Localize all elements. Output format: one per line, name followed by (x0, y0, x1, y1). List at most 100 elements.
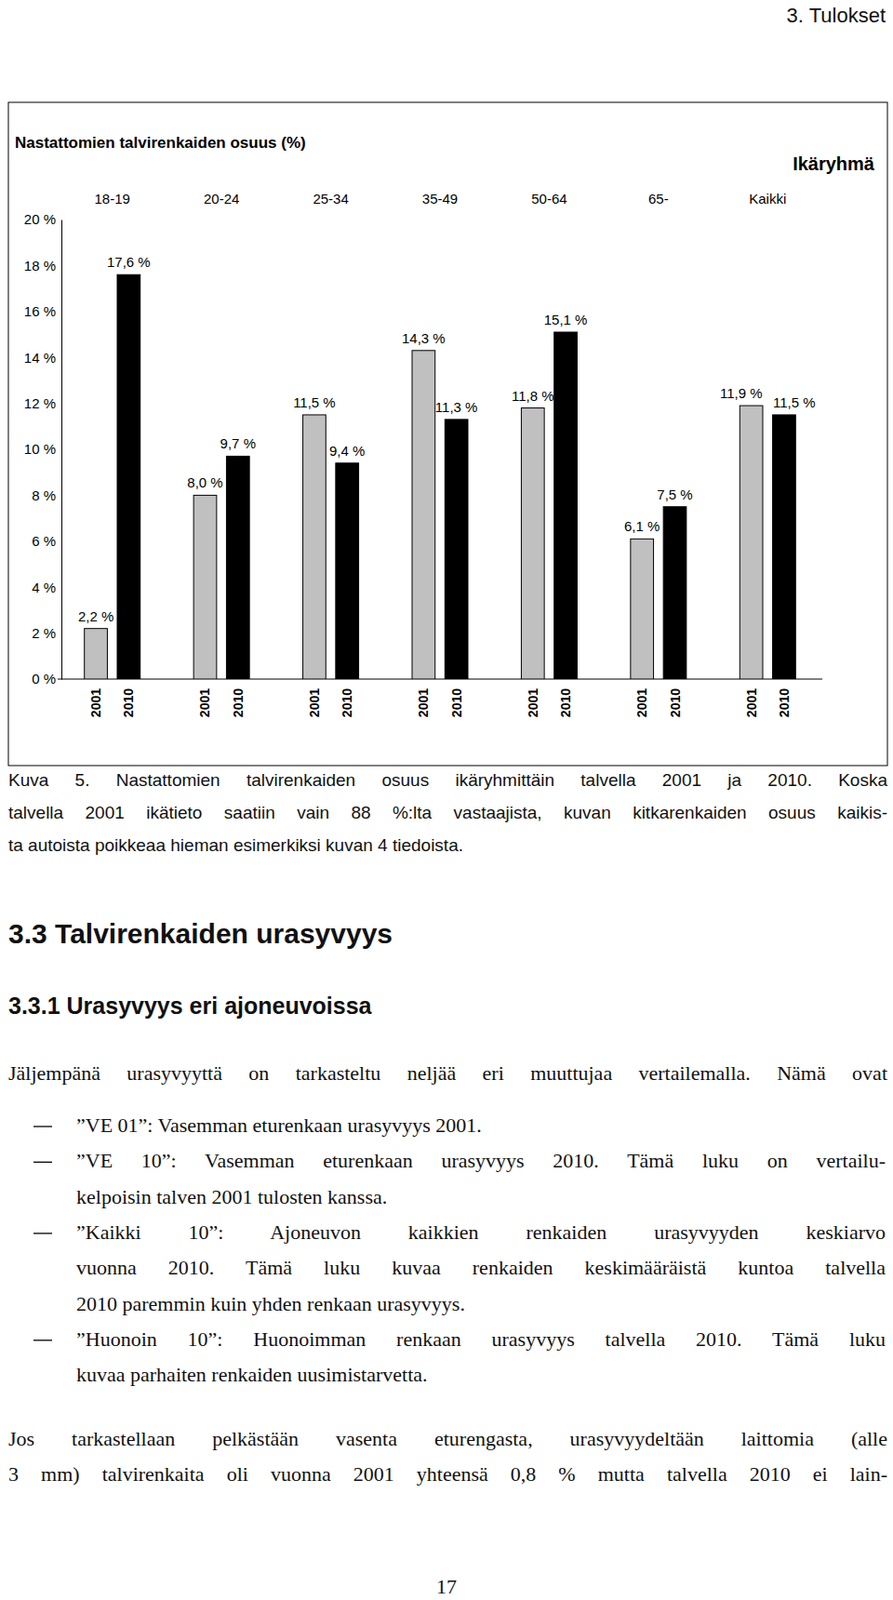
data-label: 11,9 % (719, 385, 763, 401)
y-tick-label: 12 % (24, 395, 56, 412)
series-label: 2010 (449, 688, 465, 718)
y-tick: 16 % (24, 303, 62, 320)
y-tick: 18 % (24, 257, 62, 274)
data-label: 2,2 % (78, 608, 114, 625)
y-tick: 20 % (24, 211, 62, 227)
list-item-line: kelpoisin talven 2001 tulosten kanssa. (76, 1180, 886, 1214)
chart-title: Nastattomien talvirenkaiden osuus (%) (14, 133, 307, 152)
bar (773, 414, 797, 680)
bar (554, 332, 578, 680)
y-tick-label: 2 % (31, 625, 56, 641)
data-label: 9,4 % (329, 442, 365, 459)
caption-line: Kuva 5. Nastattomien talvirenkaiden osuu… (8, 764, 888, 797)
series-label: 2001 (525, 688, 541, 718)
category-label: 50-64 (531, 190, 567, 207)
y-tick-label: 6 % (31, 533, 56, 549)
list-item-line: ”Kaikki 10”: Ajoneuvon kaikkien renkaide… (76, 1215, 886, 1250)
y-tick: 10 % (24, 440, 62, 457)
y-tick: 4 % (31, 579, 62, 596)
data-label: 11,5 % (293, 394, 336, 411)
page-header: 3. Tulokset (558, 1, 886, 30)
bar (117, 274, 141, 680)
bar (226, 455, 250, 680)
series-label: 2010 (230, 688, 246, 718)
y-tick-label: 10 % (24, 440, 56, 457)
category-label: 18-19 (94, 190, 131, 207)
list-item-line: vuonna 2010. Tämä luku kuvaa renkaiden k… (76, 1251, 886, 1285)
list-dash (33, 1125, 53, 1127)
data-label: 7,5 % (656, 486, 693, 503)
y-tick: 12 % (24, 395, 62, 412)
body-text: 3 mm) talvirenkaita oli vuonna 2001 yhte… (8, 1457, 888, 1492)
series-label: 2010 (667, 688, 683, 718)
data-label: 6,1 % (624, 518, 660, 534)
category-label: 20-24 (203, 190, 240, 207)
data-label: 11,8 % (511, 387, 555, 404)
bar (303, 414, 327, 680)
y-tick-label: 8 % (31, 487, 56, 504)
data-label: 9,7 % (220, 435, 256, 452)
list-item-line: kuvaa parhaiten renkaiden uusimistarvett… (76, 1358, 886, 1392)
y-tick: 8 % (31, 487, 62, 504)
bar (520, 408, 545, 680)
series-label: 2001 (88, 688, 104, 718)
body-text: Jäljempänä urasyvyyttä on tarkasteltu ne… (8, 1056, 888, 1091)
y-tick-label: 4 % (31, 579, 56, 596)
y-tick: 14 % (24, 349, 62, 366)
body-text: Jos tarkastellaan pelkästään vasenta etu… (8, 1422, 888, 1456)
bars (84, 274, 797, 680)
data-label: 14,3 % (401, 330, 446, 347)
caption-line: talvella 2001 ikätieto saatiin vain 88 %… (8, 797, 888, 829)
bar (739, 405, 763, 680)
series-label: 2001 (415, 688, 431, 718)
page-graphics: Nastattomien talvirenkaiden osuus (%) Ikä… (0, 0, 893, 1600)
bar (412, 350, 436, 680)
series-label: 2010 (776, 688, 792, 718)
data-label: 15,1 % (544, 311, 588, 328)
category-label: 25-34 (312, 190, 348, 207)
series-label: 2010 (339, 688, 355, 718)
list-dash (33, 1161, 53, 1163)
series-label: 2001 (197, 688, 213, 718)
bar (84, 628, 108, 680)
bar (335, 463, 360, 680)
series-label: 2010 (558, 688, 574, 718)
subsection-heading: 3.3.1 Urasyvyys eri ajoneuvoissa (8, 989, 888, 1022)
list-item-line: 2010 paremmin kuin yhden renkaan urasyvy… (76, 1287, 886, 1321)
series-label: 2001 (634, 688, 650, 718)
bar (630, 538, 654, 680)
list-dash (33, 1232, 53, 1234)
list-item-line: ”VE 01”: Vasemman eturenkaan urasyvyys 2… (76, 1108, 886, 1143)
caption-line: ta autoista poikkeaa hieman esimerkiksi … (8, 829, 888, 862)
category-label: 35-49 (422, 190, 458, 207)
data-label: 11,5 % (773, 394, 816, 411)
y-tick: 0 % (31, 670, 62, 687)
category-label: 65- (648, 190, 669, 207)
data-label: 8,0 % (186, 474, 223, 491)
series-label: 2001 (744, 688, 760, 718)
page-number: 17 (399, 1572, 494, 1600)
series-label: 2001 (306, 688, 322, 718)
y-tick-label: 20 % (24, 211, 56, 227)
section-heading: 3.3 Talvirenkaiden urasyvyys (8, 915, 888, 953)
bar (663, 506, 687, 680)
y-tick-label: 18 % (24, 257, 56, 274)
data-label: 17,6 % (106, 253, 151, 270)
y-tick-label: 0 % (31, 670, 56, 687)
series-label: 2010 (120, 688, 136, 718)
y-axis-line (61, 220, 63, 680)
chart-frame (8, 102, 888, 766)
list-item-line: ”Huonoin 10”: Huonoimman renkaan urasyvy… (76, 1322, 886, 1357)
y-tick-label: 14 % (24, 349, 56, 366)
x-axis-line (57, 679, 823, 680)
data-label: 11,3 % (435, 399, 479, 415)
y-axis: 0 % 2 % 4 % 6 % 8 % 10 % 12 % 14 % 16 % 18 % 20 % (24, 211, 63, 687)
y-tick: 6 % (31, 533, 62, 549)
category-label: Kaikki (748, 190, 787, 207)
x-axis-title: Ikäryhmä (792, 153, 876, 174)
list-item-line: ”VE 10”: Vasemman eturenkaan urasyvyys 2… (76, 1144, 886, 1178)
bar (444, 419, 468, 680)
y-tick: 2 % (31, 625, 62, 641)
list-dash (33, 1339, 53, 1341)
bar (193, 494, 217, 680)
